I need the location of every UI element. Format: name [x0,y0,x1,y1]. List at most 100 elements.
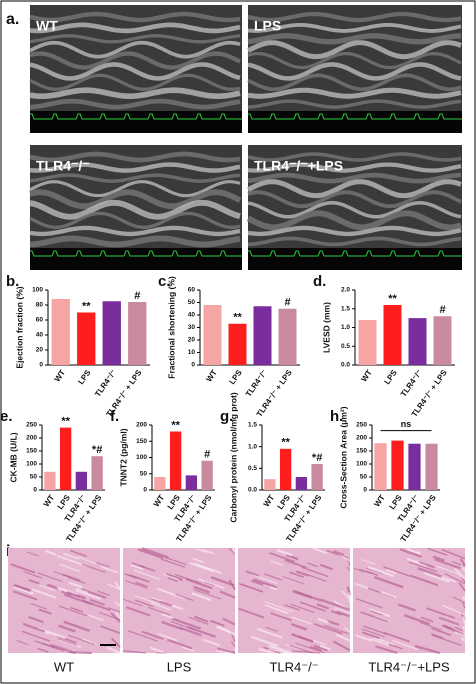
y-tick-label: 40 [36,332,44,339]
y-tick-label: 50 [140,470,148,477]
tissue-fiber [167,638,193,650]
tissue-fiber [58,605,88,617]
tissue-fiber [256,627,283,639]
tissue-fiber [198,578,225,589]
tissue-fiber [114,581,121,590]
bar [185,475,198,490]
echo-band [246,210,462,231]
bar [425,443,438,490]
echo-band [247,11,462,23]
tissue-fiber [289,644,313,654]
tissue-fiber [434,558,461,570]
echo-footer [248,111,462,133]
bar [77,312,96,365]
tissue-fiber [313,623,343,635]
tissue-fiber [106,646,121,655]
tissue-fiber [189,562,214,573]
y-tick-label: 50 [188,299,196,306]
bar [374,443,387,490]
panel-letter: d. [313,273,326,290]
tissue-fiber [49,643,76,655]
tissue-fiber [414,644,441,655]
tissue-fiber [264,604,289,615]
bar [278,308,297,365]
tissue-fiber [373,637,395,646]
bar [253,306,272,365]
tissue-fiber [262,584,278,591]
echo-band [29,51,241,70]
tissue-fiber [30,602,47,610]
significance-mark: ** [171,419,180,431]
tissue-fiber [100,565,119,574]
tissue-fiber [123,650,146,654]
y-tick-label: 250 [356,422,367,429]
ns-label: ns [401,419,412,429]
tissue-fiber [290,622,308,631]
tissue-fiber [210,576,235,587]
significance-mark: # [204,449,210,461]
tissue-fiber [361,558,376,565]
echo-band [247,236,462,247]
panel-letter: f. [110,408,119,425]
tissue-fiber [441,548,466,560]
tissue-fiber [436,565,461,576]
tissue-fiber [13,585,34,595]
tissue-fiber [297,635,314,643]
tissue-fiber [68,581,83,589]
panel-letter: b. [6,273,19,290]
tissue-fiber [374,576,404,589]
tissue-fiber [265,626,278,632]
tissue-fiber [239,583,264,593]
echo-band [247,73,462,92]
tissue-fiber [317,617,330,624]
tissue-fiber [399,548,422,558]
tissue-fiber [316,603,330,610]
significance-mark: *# [312,452,322,464]
tissue-fiber [309,645,323,652]
tissue-fiber [124,580,148,589]
tissue-fiber [222,617,236,626]
tissue-fiber [196,548,207,554]
tissue-fiber [330,610,342,616]
histology-label: TLR4⁻/⁻ [269,659,318,674]
y-tick-label: 150 [356,448,367,455]
echo-band [29,22,241,34]
tissue-fiber [299,601,326,612]
tissue-fiber [88,614,104,622]
y-tick-label: 100 [26,461,37,468]
tissue-fiber [114,601,121,607]
tissue-fiber [461,595,466,601]
tissue-fiber [425,607,456,619]
y-tick-label: 1.0 [341,324,350,331]
tissue-fiber [188,616,209,625]
tissue-fiber [270,560,284,566]
y-tick-label: 0.0 [341,362,350,369]
y-axis-label: Fractional shortening (%) [166,276,176,379]
tissue-fiber [332,550,345,557]
y-tick-label: 1.5 [341,305,350,312]
bar [201,460,213,490]
tissue-fiber [210,619,225,627]
tissue-fiber [359,568,373,575]
bar [91,456,103,490]
tissue-fiber [245,570,260,577]
ecg-trace [248,250,462,257]
echo-band [247,51,462,70]
y-tick-label: 2.0 [341,287,350,294]
bar [169,431,182,490]
tissue-fiber [391,639,418,650]
tissue-fiber [417,566,443,578]
tissue-fiber [406,557,427,567]
tissue-fiber [141,630,164,640]
tissue-fiber [334,607,351,614]
tissue-fiber [369,638,390,647]
tissue-fiber [193,589,221,600]
tissue-fiber [431,634,462,646]
echo-band [29,34,241,44]
tissue-fiber [122,598,143,607]
y-axis-label: TNNT2 (pg/ml) [118,428,128,486]
echo-band [246,40,462,60]
tissue-fiber [340,589,351,601]
bar [279,448,292,490]
tissue-fiber [360,611,389,623]
